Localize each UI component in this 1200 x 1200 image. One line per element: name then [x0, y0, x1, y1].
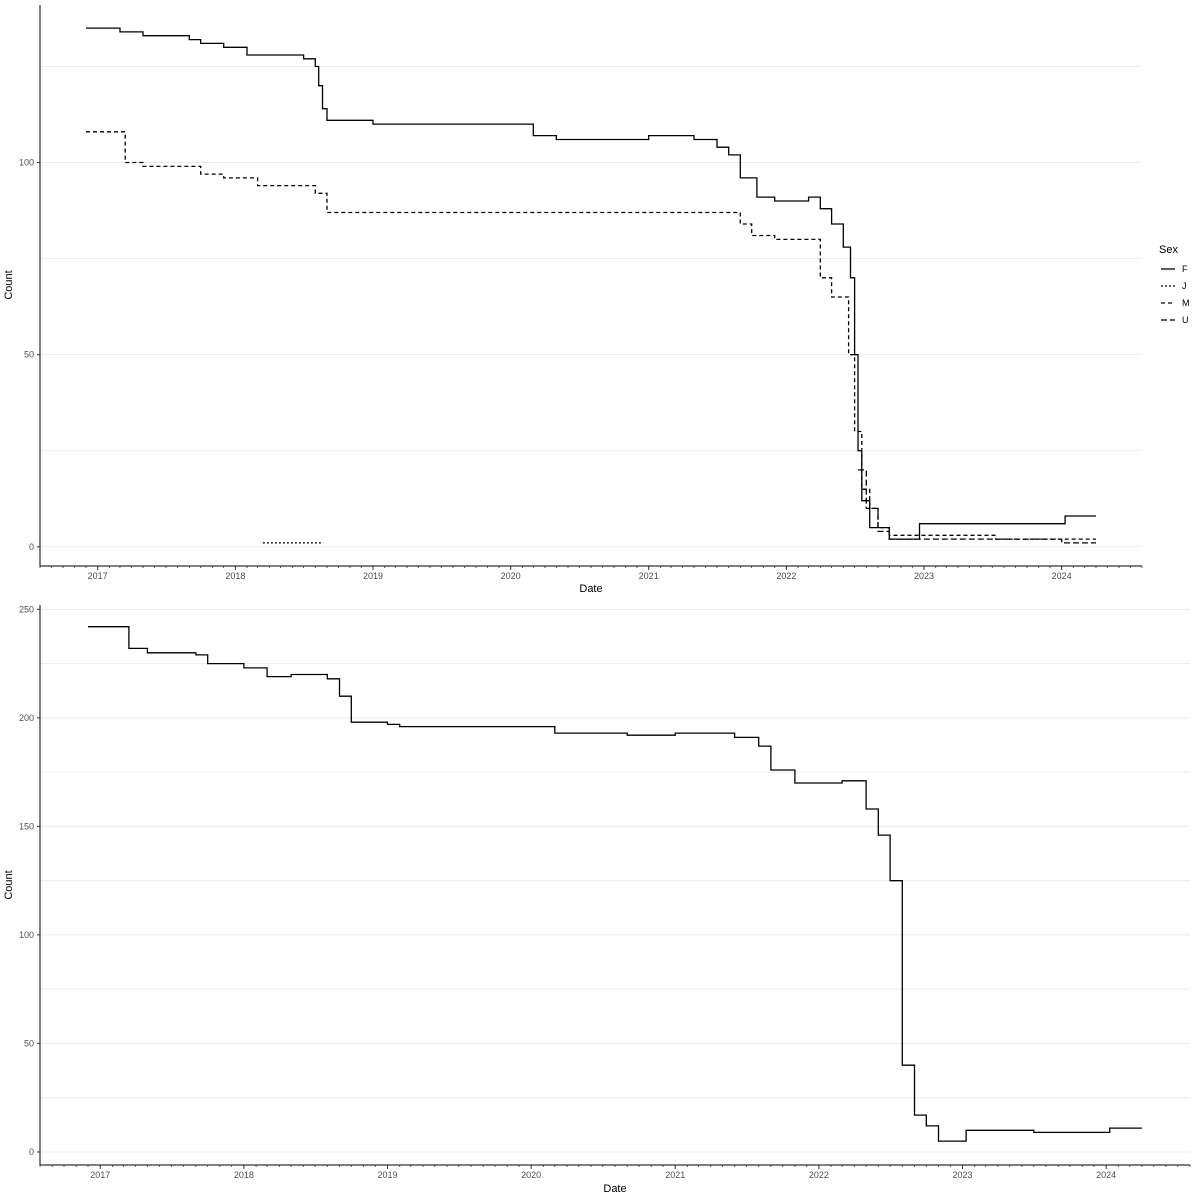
- y-tick-label: 150: [19, 821, 34, 831]
- series-line-f: [86, 27, 1096, 540]
- y-tick-label: 100: [19, 930, 34, 940]
- y-tick-label: 250: [19, 604, 34, 614]
- x-tick-label: 2017: [90, 1170, 110, 1180]
- x-tick-label: 2022: [776, 571, 796, 581]
- legend-label-j: J: [1182, 281, 1187, 291]
- y-axis-title: Count: [3, 270, 15, 299]
- x-tick-label: 2018: [225, 571, 245, 581]
- y-tick-label: 100: [19, 158, 34, 168]
- x-tick-label: 2017: [88, 571, 108, 581]
- x-tick-label: 2024: [1096, 1170, 1116, 1180]
- bottom-panel-total: 0 50 100 150 200 250 2017 2018 2019 2020 2021 2022 2…: [3, 604, 1191, 1195]
- x-axis-title: Date: [603, 1183, 626, 1195]
- legend-label-m: M: [1182, 298, 1190, 308]
- y-tick-label: 0: [29, 542, 34, 552]
- series-line-u: [858, 469, 1096, 544]
- x-tick-label: 2022: [809, 1170, 829, 1180]
- legend-label-f: F: [1182, 264, 1188, 274]
- x-tick-label: 2019: [363, 571, 383, 581]
- series-line-m: [86, 131, 1096, 540]
- x-tick-label: 2024: [1052, 571, 1072, 581]
- y-tick-label: 50: [24, 350, 34, 360]
- x-tick-label: 2020: [521, 1170, 541, 1180]
- x-tick-label: 2018: [234, 1170, 254, 1180]
- x-axis-title: Date: [579, 583, 602, 595]
- series-line-total: [88, 626, 1142, 1142]
- legend-title: Sex: [1159, 244, 1178, 256]
- x-tick-label: 2021: [665, 1170, 685, 1180]
- legend-label-u: U: [1182, 315, 1189, 325]
- y-tick-label: 200: [19, 713, 34, 723]
- y-tick-label: 0: [29, 1147, 34, 1157]
- x-tick-label: 2023: [914, 571, 934, 581]
- x-tick-label: 2019: [378, 1170, 398, 1180]
- x-tick-label: 2021: [639, 571, 659, 581]
- top-panel-by-sex: 0 50 100 2017 2018 2019 2020 2021 2022 2023 2024 Da…: [3, 5, 1143, 595]
- x-tick-label: 2020: [501, 571, 521, 581]
- y-axis-title: Count: [3, 870, 15, 899]
- y-tick-label: 50: [24, 1038, 34, 1048]
- x-tick-label: 2023: [953, 1170, 973, 1180]
